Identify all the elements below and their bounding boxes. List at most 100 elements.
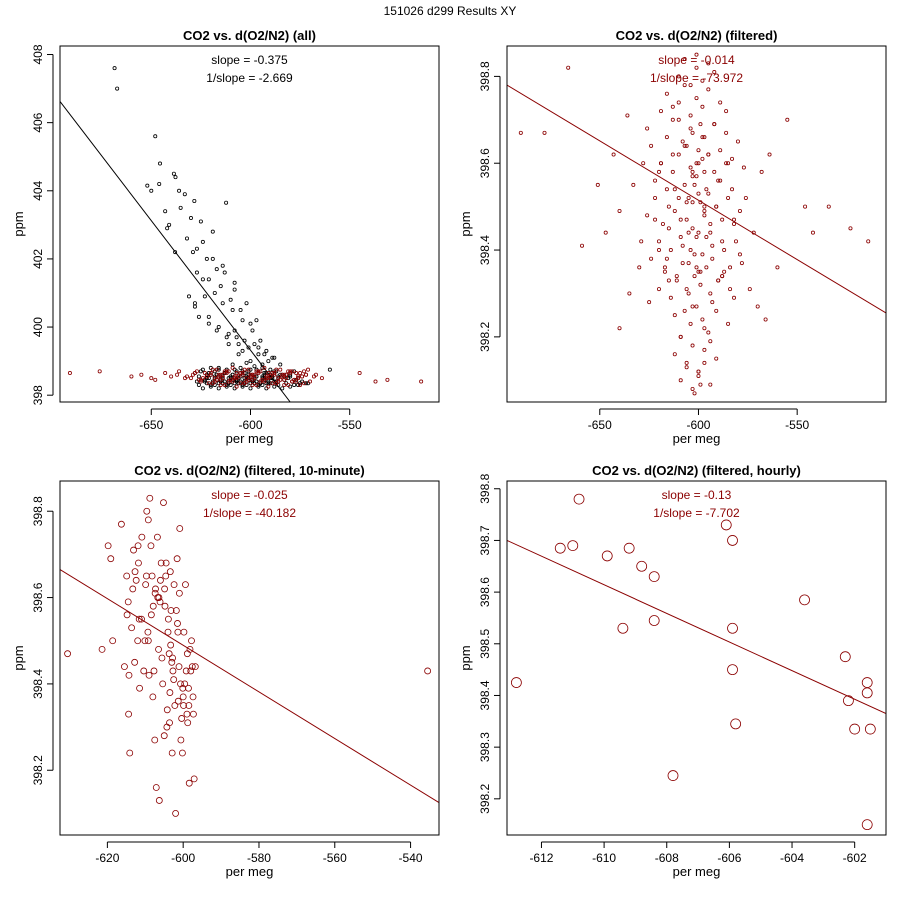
data-point — [144, 516, 152, 524]
data-point — [656, 248, 661, 253]
data-point — [149, 602, 157, 610]
data-point — [242, 367, 247, 372]
data-point — [130, 546, 137, 554]
data-point — [256, 345, 261, 350]
data-point — [162, 572, 170, 580]
y-axis-label: ppm — [11, 645, 26, 670]
data-points — [511, 493, 876, 831]
data-point — [173, 555, 181, 563]
data-point — [601, 550, 613, 562]
x-axis-label: per meg — [673, 431, 721, 446]
data-point — [181, 680, 189, 688]
data-point — [688, 113, 693, 118]
data-point — [664, 91, 669, 96]
data-point — [125, 671, 133, 679]
data-point — [189, 693, 197, 701]
chart-title: CO2 vs. d(O2/N2) (filtered) — [616, 28, 778, 43]
data-point — [690, 343, 695, 348]
data-point — [684, 360, 689, 365]
data-point — [518, 130, 523, 135]
data-point — [232, 280, 237, 285]
data-point — [682, 308, 687, 313]
data-point — [248, 321, 253, 326]
x-axis-label: per meg — [673, 864, 721, 879]
data-point — [244, 376, 249, 381]
data-point — [672, 208, 677, 213]
data-point — [196, 382, 201, 387]
data-point — [175, 372, 180, 377]
data-point — [296, 374, 301, 379]
x-axis-label: per meg — [226, 864, 274, 879]
data-point — [262, 371, 267, 376]
y-tick-label: 398.8 — [478, 473, 492, 503]
data-point — [218, 372, 223, 377]
data-point — [720, 519, 732, 531]
data-point — [264, 376, 269, 381]
data-point — [144, 628, 152, 636]
page-title: 151026 d299 Results XY — [384, 4, 517, 18]
data-point — [220, 301, 225, 306]
data-point — [704, 235, 709, 240]
data-point — [861, 687, 873, 699]
data-point — [242, 338, 247, 343]
data-point — [286, 369, 291, 374]
data-point — [149, 376, 154, 381]
data-point — [218, 382, 223, 387]
data-point — [240, 371, 245, 376]
data-point — [168, 749, 176, 757]
data-point — [125, 710, 133, 718]
data-point — [718, 100, 723, 105]
data-point — [611, 152, 616, 157]
data-point — [218, 377, 223, 382]
data-point — [170, 581, 178, 589]
data-point — [157, 181, 162, 186]
data-point — [208, 371, 213, 376]
y-tick-label: 398.6 — [478, 148, 492, 178]
data-point — [185, 779, 193, 787]
data-point — [184, 719, 192, 727]
data-point — [266, 376, 271, 381]
data-point — [706, 330, 711, 335]
data-point — [698, 200, 703, 205]
data-point — [672, 352, 677, 357]
data-point — [169, 374, 174, 379]
data-point — [686, 230, 691, 235]
data-point — [240, 384, 245, 389]
data-point — [244, 301, 249, 306]
y-tick-label: 398 — [31, 385, 45, 405]
data-point — [720, 239, 725, 244]
data-point — [147, 611, 155, 619]
data-point — [656, 239, 661, 244]
data-point — [694, 52, 699, 57]
data-point — [272, 371, 277, 376]
data-point — [174, 620, 181, 627]
data-point — [202, 371, 207, 376]
data-point — [292, 382, 297, 387]
y-tick-label: 398.2 — [478, 783, 492, 813]
data-point — [702, 347, 707, 352]
data-point — [132, 576, 140, 584]
x-tick-label: -580 — [247, 851, 271, 865]
annotation-text: 1/slope = -2.669 — [206, 71, 293, 85]
data-point — [131, 568, 139, 576]
data-point — [712, 169, 717, 174]
data-point — [240, 348, 245, 353]
x-tick-label: -550 — [338, 418, 362, 432]
x-tick-label: -606 — [717, 851, 741, 865]
x-tick-label: -604 — [780, 851, 804, 865]
data-point — [694, 161, 699, 166]
data-point — [224, 369, 229, 374]
data-point — [674, 274, 679, 279]
data-point — [672, 313, 677, 318]
data-point — [722, 269, 727, 274]
data-point — [747, 287, 752, 292]
data-point — [648, 615, 660, 626]
data-point — [143, 572, 150, 580]
data-point — [164, 628, 172, 636]
data-point — [698, 282, 703, 287]
data-point — [238, 308, 243, 313]
data-point — [280, 372, 285, 377]
data-point — [206, 381, 211, 386]
data-point — [755, 304, 760, 309]
data-point — [712, 122, 717, 127]
